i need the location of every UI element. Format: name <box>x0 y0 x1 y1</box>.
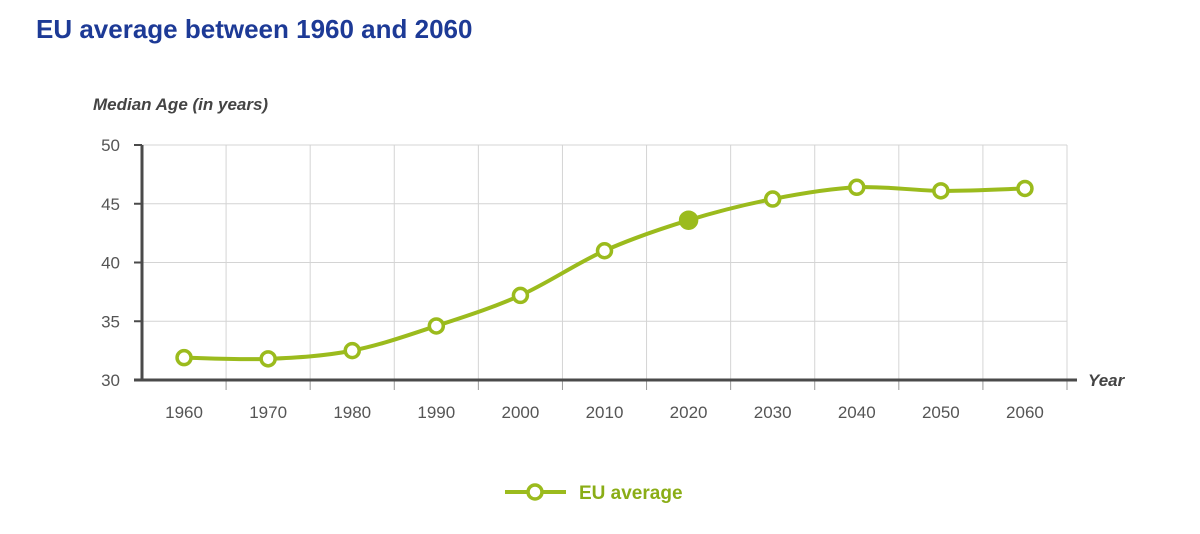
x-tick-label: 2020 <box>670 403 708 422</box>
series-eu-average <box>175 178 1034 368</box>
data-point <box>763 190 782 208</box>
chart-title: EU average between 1960 and 2060 <box>36 14 473 44</box>
data-point <box>175 348 193 367</box>
x-tick-label: 1980 <box>333 403 371 422</box>
legend: EU average <box>505 483 683 504</box>
x-axis-title: Year <box>1088 371 1126 390</box>
grid-lines <box>142 144 1068 380</box>
x-tick-label: 2000 <box>501 403 539 422</box>
y-tick-label: 35 <box>101 312 120 331</box>
data-point <box>259 350 277 368</box>
y-tick-label: 45 <box>101 195 120 214</box>
x-tick-label: 2060 <box>1006 403 1044 422</box>
data-point <box>595 242 614 260</box>
x-tick-label: 2040 <box>838 403 876 422</box>
legend-marker-icon <box>526 483 544 501</box>
y-tick-label: 50 <box>101 136 120 155</box>
data-point <box>343 341 361 360</box>
legend-label: EU average <box>579 483 683 504</box>
y-tick-label: 30 <box>101 371 120 390</box>
y-axis-title: Median Age (in years) <box>93 95 268 114</box>
axes <box>134 144 1077 390</box>
data-point <box>427 317 446 335</box>
x-axis-ticks: 1960 1970 1980 1990 2000 2010 2020 2030 2040 2050… <box>165 403 1044 422</box>
y-axis-ticks: 30 35 40 45 50 <box>101 136 120 390</box>
data-point <box>848 178 866 197</box>
x-tick-label: 2010 <box>586 403 624 422</box>
data-point <box>511 286 530 305</box>
data-point <box>678 210 699 230</box>
x-tick-label: 2050 <box>922 403 960 422</box>
x-tick-label: 1990 <box>417 403 455 422</box>
x-tick-label: 1960 <box>165 403 203 422</box>
y-tick-label: 40 <box>101 254 120 273</box>
data-point <box>932 182 950 200</box>
x-tick-label: 2030 <box>754 403 792 422</box>
x-tick-label: 1970 <box>249 403 287 422</box>
data-point <box>1016 179 1034 198</box>
